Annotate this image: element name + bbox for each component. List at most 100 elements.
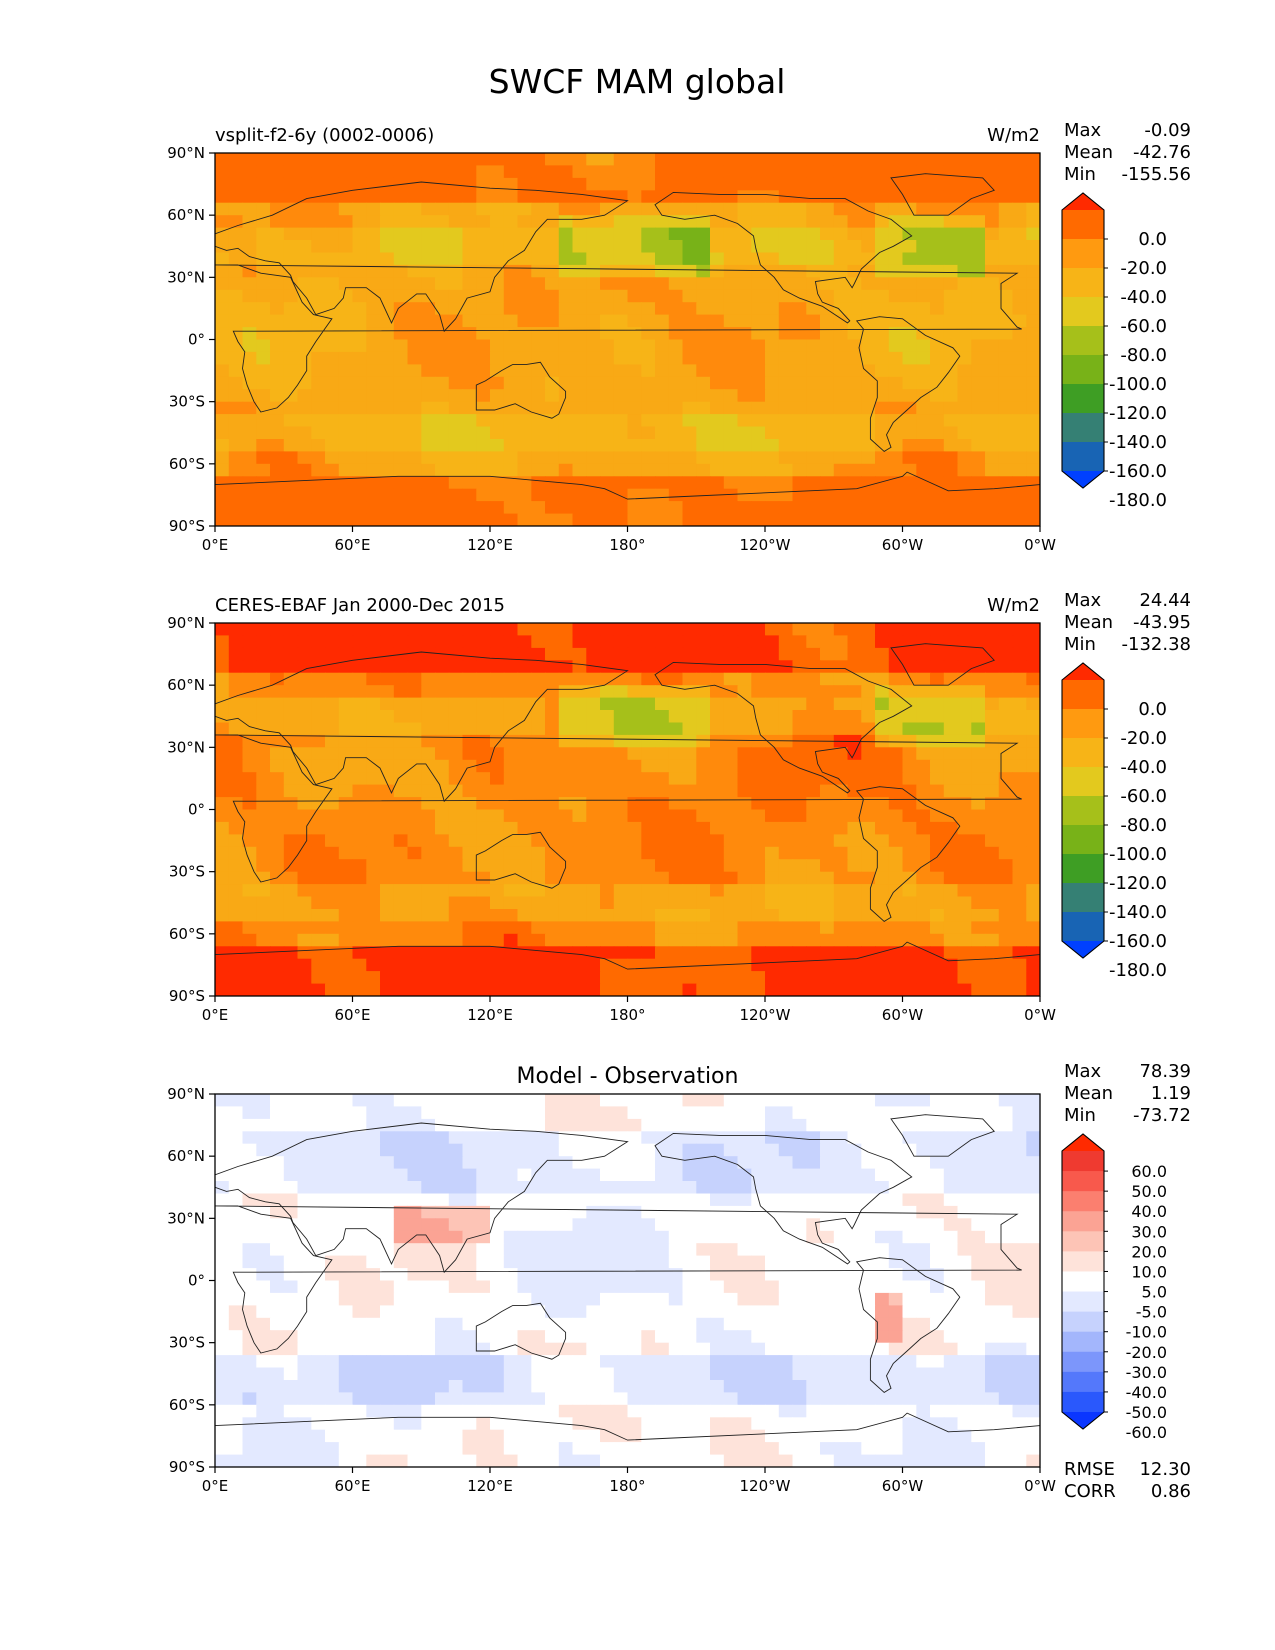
map-cell bbox=[297, 1268, 312, 1282]
map-cell bbox=[366, 426, 381, 440]
map-cell bbox=[256, 871, 271, 885]
map-cell bbox=[641, 784, 656, 798]
map-cell bbox=[806, 439, 821, 452]
map-cell bbox=[572, 1205, 587, 1219]
map-cell bbox=[902, 921, 917, 935]
map-cell bbox=[352, 1230, 367, 1244]
map-cell bbox=[421, 859, 436, 873]
map-cell bbox=[696, 1131, 711, 1145]
map-cell bbox=[600, 215, 615, 229]
map-cell bbox=[380, 339, 395, 353]
map-cell bbox=[792, 859, 807, 873]
map-cell bbox=[572, 240, 587, 253]
map-cell bbox=[283, 1106, 299, 1120]
map-cell bbox=[215, 1317, 230, 1331]
map-cell bbox=[930, 1317, 945, 1331]
map-cell bbox=[930, 784, 945, 798]
map-cell bbox=[366, 339, 381, 353]
map-cell bbox=[613, 946, 629, 960]
map-cell bbox=[558, 488, 574, 502]
map-cell bbox=[641, 921, 656, 935]
map-cell bbox=[490, 389, 505, 403]
map-cell bbox=[833, 759, 849, 773]
map-cell bbox=[737, 264, 752, 278]
map-cell bbox=[517, 884, 532, 898]
map-cell bbox=[283, 513, 299, 526]
map-cell bbox=[228, 1268, 244, 1282]
map-cell bbox=[957, 896, 972, 910]
map-cell bbox=[256, 463, 271, 477]
map-cell bbox=[1012, 414, 1027, 428]
map-cell bbox=[270, 697, 285, 711]
map-cell bbox=[737, 240, 752, 253]
map-cell bbox=[421, 958, 436, 972]
map-cell bbox=[682, 747, 697, 761]
map-cell bbox=[325, 364, 340, 378]
map-cell bbox=[861, 1181, 876, 1194]
map-cell bbox=[462, 797, 477, 811]
map-cell bbox=[421, 685, 436, 699]
map-cell bbox=[668, 871, 684, 885]
map-cell bbox=[352, 983, 367, 996]
map-cell bbox=[985, 463, 1000, 477]
map-cell bbox=[242, 426, 257, 440]
map-cell bbox=[421, 401, 436, 415]
map-cell bbox=[407, 1106, 422, 1120]
map-cell bbox=[765, 933, 780, 947]
colorbar-segment bbox=[1062, 297, 1104, 327]
map-cell bbox=[366, 264, 381, 278]
map-cell bbox=[572, 1106, 587, 1120]
map-cell bbox=[531, 1094, 546, 1107]
map-cell bbox=[998, 1106, 1014, 1120]
map-cell bbox=[283, 884, 299, 898]
map-cell bbox=[833, 1218, 849, 1232]
map-cell bbox=[627, 772, 642, 786]
map-cell bbox=[325, 884, 340, 898]
map-cell bbox=[888, 747, 904, 761]
map-cell bbox=[888, 327, 904, 341]
map-cell bbox=[778, 734, 794, 748]
map-cell bbox=[655, 401, 670, 415]
map-cell bbox=[875, 697, 890, 711]
map-cell bbox=[696, 1255, 711, 1269]
map-cell bbox=[586, 327, 601, 341]
map-cell bbox=[228, 647, 244, 661]
map-cell bbox=[462, 1292, 477, 1306]
map-cell bbox=[380, 623, 395, 636]
map-cell bbox=[338, 933, 354, 947]
map-cell bbox=[600, 884, 615, 898]
map-cell bbox=[380, 389, 395, 403]
map-cell bbox=[393, 414, 409, 428]
map-cell bbox=[943, 759, 959, 773]
map-cell bbox=[215, 1305, 230, 1319]
map-cell bbox=[228, 476, 244, 490]
map-cell bbox=[957, 846, 972, 860]
map-cell bbox=[641, 190, 656, 204]
map-cell bbox=[366, 1255, 381, 1269]
map-cell bbox=[476, 697, 491, 711]
map-cell bbox=[943, 722, 959, 736]
map-cell bbox=[435, 921, 450, 935]
map-cell bbox=[228, 165, 244, 179]
map-cell bbox=[957, 289, 972, 303]
map-cell bbox=[572, 1156, 587, 1170]
map-cell bbox=[572, 227, 587, 241]
map-cell bbox=[888, 153, 904, 166]
map-cell bbox=[737, 834, 752, 848]
map-cell bbox=[448, 1305, 464, 1319]
map-cell bbox=[380, 1131, 395, 1145]
map-cell bbox=[325, 252, 340, 266]
map-cell bbox=[943, 1205, 959, 1219]
map-cell bbox=[256, 1280, 271, 1294]
map-cell bbox=[228, 623, 244, 636]
map-cell bbox=[338, 1268, 354, 1282]
map-cell bbox=[435, 401, 450, 415]
map-cell bbox=[682, 1342, 697, 1356]
map-cell bbox=[311, 933, 326, 947]
map-cell bbox=[943, 1230, 959, 1244]
map-cell bbox=[311, 759, 326, 773]
map-cell bbox=[270, 859, 285, 873]
map-cell bbox=[407, 240, 422, 253]
map-cell bbox=[668, 846, 684, 860]
map-cell bbox=[778, 660, 794, 674]
